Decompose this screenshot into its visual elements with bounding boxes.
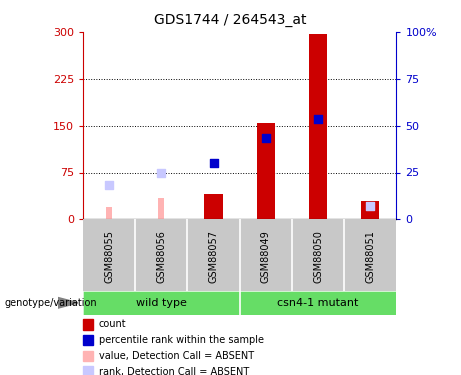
Polygon shape [58,297,78,308]
Point [210,160,217,166]
Text: GDS1744 / 264543_at: GDS1744 / 264543_at [154,13,307,27]
Text: count: count [99,320,126,329]
Bar [106,207,112,219]
Point [366,202,374,208]
Text: GSM88051: GSM88051 [365,230,375,283]
Bar [158,198,165,219]
Point [106,182,113,188]
Text: percentile rank within the sample: percentile rank within the sample [99,335,264,345]
Text: csn4-1 mutant: csn4-1 mutant [278,298,359,308]
Text: wild type: wild type [136,298,187,308]
Text: value, Detection Call = ABSENT: value, Detection Call = ABSENT [99,351,254,361]
Text: GSM88056: GSM88056 [156,230,166,283]
Text: genotype/variation: genotype/variation [5,298,97,308]
Point [314,116,322,122]
Text: GSM88050: GSM88050 [313,230,323,283]
Text: GSM88049: GSM88049 [261,230,271,283]
Point [158,170,165,176]
Point [262,135,270,141]
Bar [309,34,327,219]
Text: rank, Detection Call = ABSENT: rank, Detection Call = ABSENT [99,367,249,375]
Text: GSM88057: GSM88057 [208,230,219,283]
Text: GSM88055: GSM88055 [104,230,114,283]
Bar [204,194,223,219]
Bar [257,123,275,219]
Bar [361,201,379,219]
